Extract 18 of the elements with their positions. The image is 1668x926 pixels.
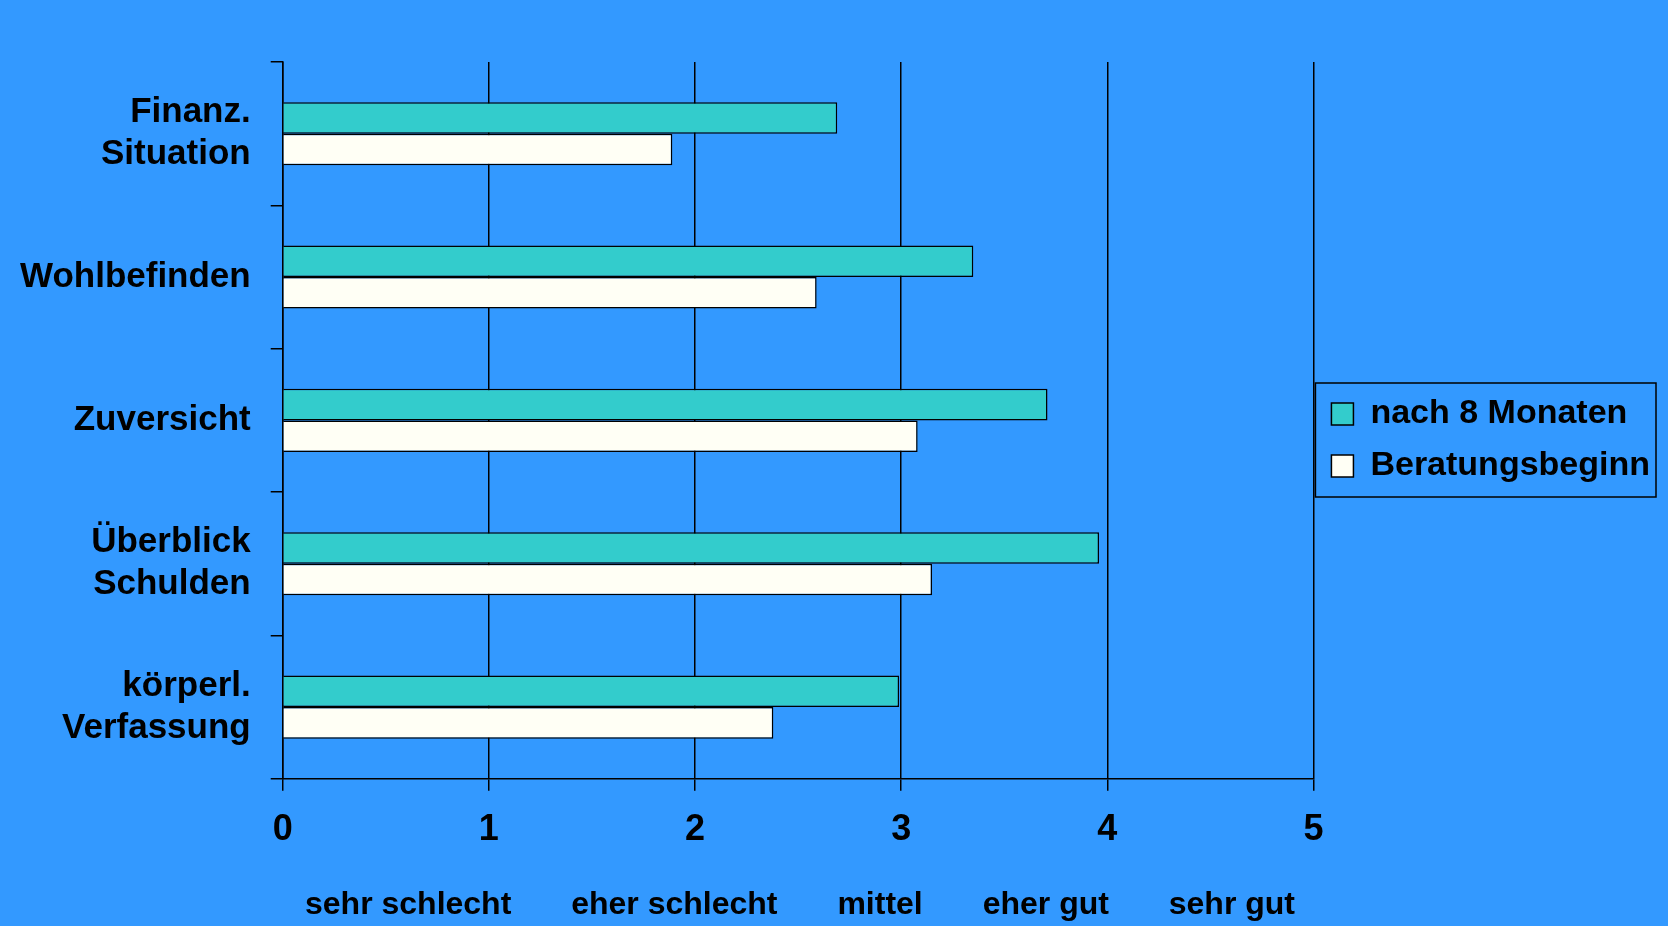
x-tick-label: 5 [1303, 807, 1324, 849]
y-tick-label: Wohlbefinden [19, 254, 251, 294]
x-tick-label: 4 [1097, 807, 1118, 849]
text: eher gut [982, 885, 1109, 922]
y-tick-label: Zuversicht [73, 398, 252, 438]
x-tick-label: 0 [272, 807, 293, 849]
legend-label: nach 8 Monaten [1370, 392, 1628, 431]
text: eher schlecht [571, 885, 778, 922]
text: sehr gut [1168, 885, 1295, 922]
text: mittel [837, 885, 923, 922]
x-tick-label: 1 [478, 807, 499, 849]
y-tick-label: Überblick Schulden [91, 520, 252, 602]
y-tick-label: körperl. Verfassung [62, 663, 251, 745]
y-tick-label: Finanz. Situation [100, 90, 251, 172]
legend-label: Beratungsbeginn [1370, 444, 1651, 483]
x-tick-label: 2 [684, 807, 706, 849]
x-tick-label: 3 [891, 807, 912, 849]
text: sehr schlecht [305, 885, 512, 922]
